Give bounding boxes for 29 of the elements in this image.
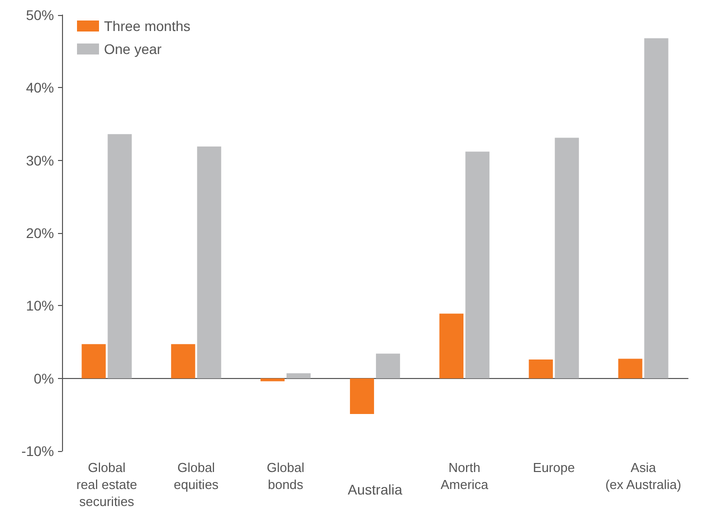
x-tick-label: Global equities (174, 460, 220, 492)
bar (286, 373, 311, 378)
x-tick-label: North America (440, 460, 490, 492)
bar (376, 354, 400, 378)
bar (554, 138, 579, 378)
bar (528, 359, 553, 378)
bar (644, 38, 668, 378)
y-tick-label: 10% (26, 298, 54, 314)
x-tick-label: Global real estate securities (76, 460, 138, 509)
bar (439, 314, 464, 378)
x-tick-label: Asia (ex Australia) (605, 460, 682, 492)
legend-label: Three months (104, 18, 190, 34)
y-tick-label: 30% (26, 152, 54, 168)
bar (82, 344, 106, 378)
x-tick-label: Australia (348, 482, 402, 498)
y-tick-label: -10% (21, 443, 54, 459)
x-tick-label: Global bonds (266, 460, 304, 492)
bar (171, 344, 196, 378)
legend-label: One year (104, 41, 162, 57)
bar (618, 358, 642, 378)
bar (108, 134, 132, 378)
y-tick-label: 40% (26, 80, 54, 96)
y-tick-label: 20% (26, 225, 54, 241)
y-tick-label: 50% (26, 7, 54, 23)
x-tick-label: Europe (532, 460, 575, 475)
bar (197, 146, 222, 378)
bar (350, 378, 374, 414)
bar (465, 152, 490, 378)
y-tick-label: 0% (34, 370, 54, 386)
